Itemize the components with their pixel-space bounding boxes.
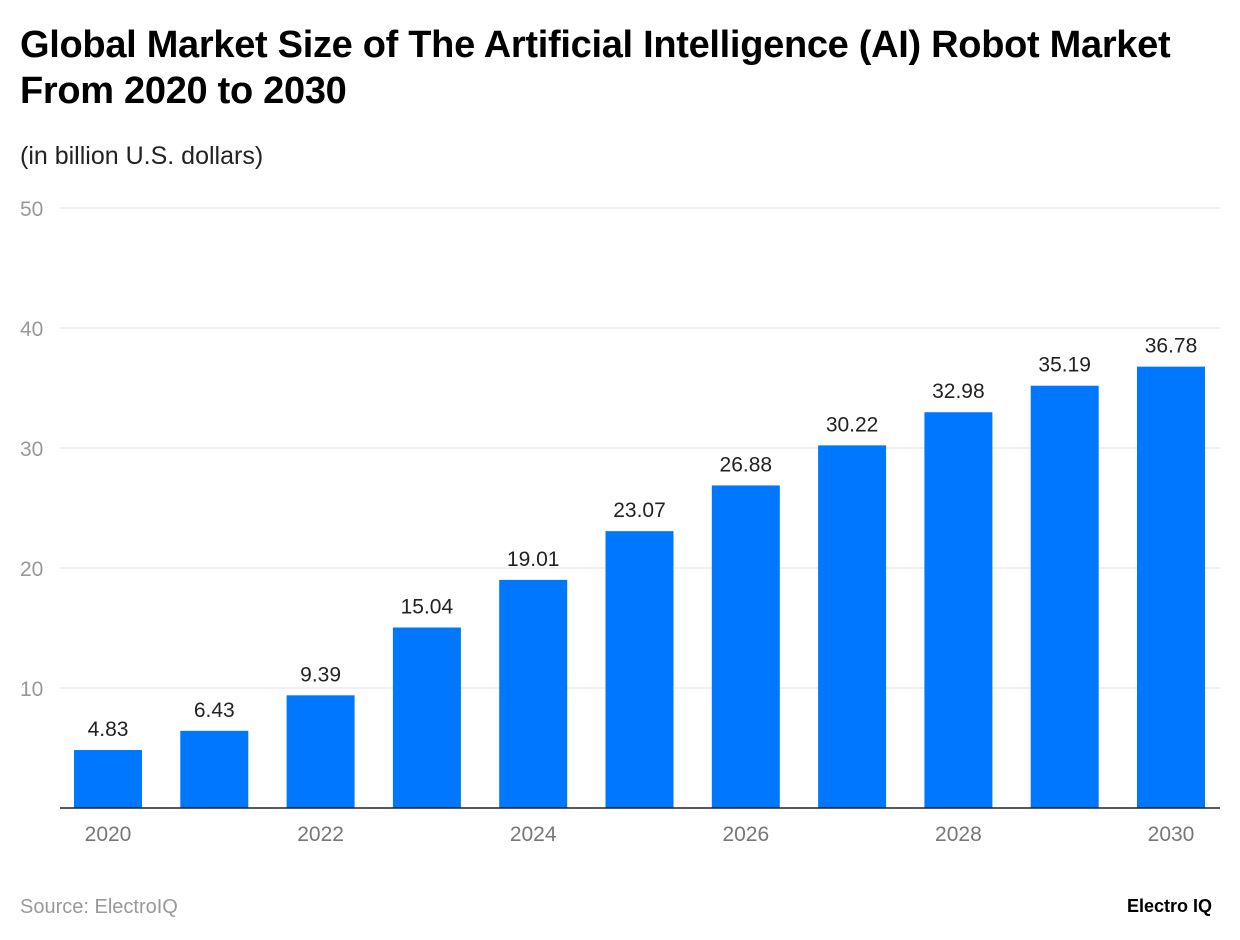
- bar-2026: [711, 485, 780, 808]
- x-tick-label: 2024: [510, 823, 557, 846]
- chart-subtitle: (in billion U.S. dollars): [20, 142, 264, 170]
- data-label: 19.01: [507, 548, 560, 571]
- source-note: Source: ElectroIQ: [20, 896, 178, 918]
- bar-2020: [74, 750, 142, 808]
- data-label: 6.43: [194, 699, 235, 722]
- y-tick-label: 20: [20, 558, 43, 581]
- bar-2030: [1137, 366, 1205, 808]
- x-tick-label: 2028: [935, 823, 982, 846]
- bar-2024: [499, 579, 568, 808]
- data-label: 26.88: [720, 453, 773, 476]
- data-label: 35.19: [1038, 354, 1091, 377]
- x-tick-label: 2020: [85, 823, 132, 846]
- x-tick-label: 2030: [1148, 823, 1195, 846]
- chart-title: Global Market Size of The Artificial Int…: [20, 24, 1171, 112]
- y-tick-label: 40: [20, 318, 43, 341]
- bar-2025: [605, 531, 674, 808]
- data-label: 9.39: [300, 663, 341, 686]
- bar-2028: [924, 412, 993, 808]
- bar-2021: [180, 730, 249, 808]
- data-label: 32.98: [932, 380, 985, 403]
- data-label: 36.78: [1145, 335, 1198, 358]
- x-tick-label: 2022: [297, 823, 344, 846]
- y-tick-label: 10: [20, 678, 43, 701]
- y-tick-label: 50: [20, 198, 43, 221]
- data-label: 30.22: [826, 413, 879, 436]
- bar-2022: [286, 695, 355, 808]
- data-label: 4.83: [88, 718, 129, 741]
- x-tick-label: 2026: [722, 823, 769, 846]
- y-tick-label: 30: [20, 438, 43, 461]
- data-label: 15.04: [401, 596, 454, 619]
- electroiq-logo: Electro IQ: [1126, 896, 1212, 916]
- bar-2023: [392, 627, 461, 808]
- data-label: 23.07: [613, 499, 666, 522]
- bar-2027: [818, 445, 887, 808]
- bar-2029: [1030, 385, 1099, 808]
